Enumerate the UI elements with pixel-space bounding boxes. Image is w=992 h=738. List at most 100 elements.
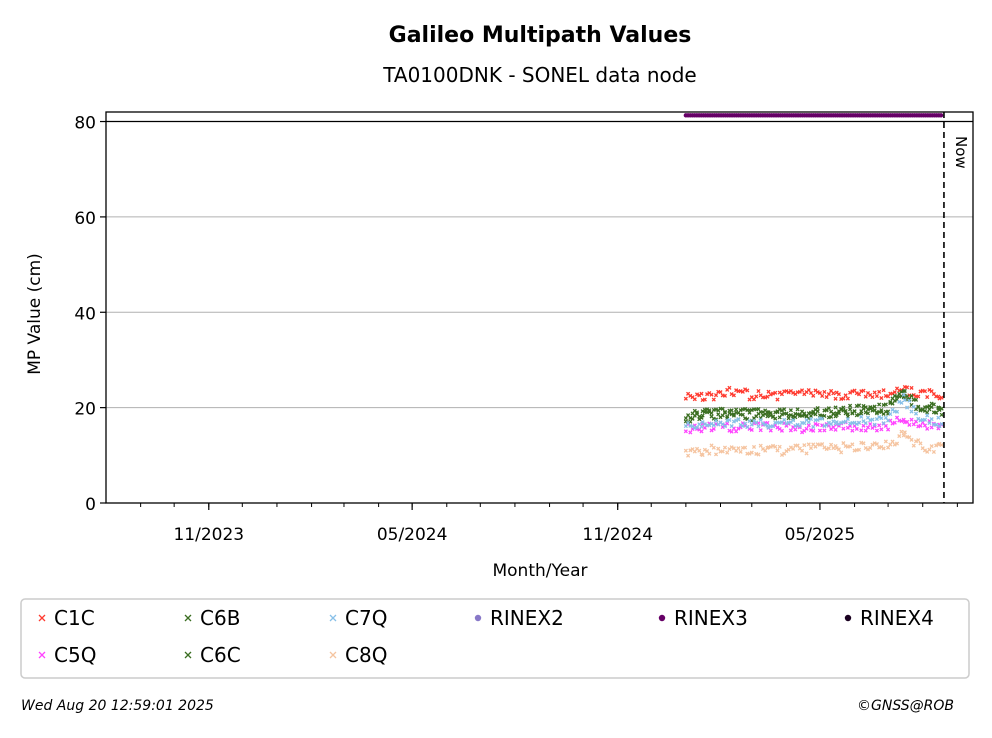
data-point bbox=[758, 443, 763, 448]
legend-item-c5q: C5Q bbox=[38, 643, 96, 667]
data-point bbox=[770, 443, 776, 448]
legend-marker bbox=[38, 651, 46, 659]
data-point bbox=[713, 407, 719, 412]
data-point bbox=[877, 414, 882, 420]
data-point bbox=[936, 426, 941, 431]
data-point bbox=[836, 447, 841, 452]
data-point bbox=[702, 422, 707, 427]
data-point bbox=[901, 433, 906, 438]
data-point bbox=[929, 405, 934, 410]
data-point bbox=[729, 429, 734, 434]
data-point bbox=[820, 442, 825, 447]
data-point bbox=[911, 397, 916, 402]
data-point bbox=[804, 426, 809, 431]
data-point bbox=[797, 423, 802, 429]
data-point bbox=[881, 388, 886, 393]
data-point bbox=[905, 405, 910, 410]
data-point bbox=[918, 423, 923, 428]
data-point bbox=[872, 422, 877, 427]
data-point bbox=[931, 421, 936, 426]
data-point bbox=[868, 445, 873, 451]
data-point bbox=[879, 395, 884, 401]
data-point bbox=[707, 409, 712, 415]
data-point bbox=[727, 428, 732, 433]
data-point bbox=[815, 422, 820, 427]
legend-label: C7Q bbox=[345, 606, 387, 630]
data-point bbox=[937, 407, 942, 412]
data-point bbox=[836, 392, 841, 397]
data-point bbox=[811, 424, 816, 429]
data-point bbox=[886, 418, 891, 423]
data-point bbox=[722, 424, 728, 429]
data-point bbox=[756, 411, 761, 416]
legend-marker bbox=[38, 614, 46, 622]
data-point bbox=[934, 422, 939, 427]
series-c1c bbox=[683, 384, 944, 403]
data-point bbox=[909, 417, 914, 422]
data-point bbox=[775, 410, 780, 415]
data-point bbox=[699, 429, 704, 434]
data-point bbox=[868, 405, 873, 410]
data-point bbox=[747, 410, 752, 415]
data-point bbox=[740, 412, 745, 417]
data-point bbox=[683, 429, 688, 434]
data-point bbox=[729, 424, 734, 429]
data-point bbox=[843, 411, 848, 416]
data-point bbox=[711, 397, 716, 402]
data-point bbox=[925, 395, 930, 400]
data-point bbox=[743, 387, 748, 392]
legend-label: C6B bbox=[200, 606, 240, 630]
data-point bbox=[909, 385, 914, 390]
data-point bbox=[939, 406, 944, 411]
data-point bbox=[874, 442, 879, 447]
data-point bbox=[791, 446, 796, 451]
data-point bbox=[694, 392, 700, 397]
legend: C1C C6B C7Q RINEX2 RINEX3 RINEX4 C5Q C6C C8Q bbox=[20, 598, 970, 679]
data-point bbox=[683, 396, 688, 401]
data-point bbox=[743, 406, 748, 411]
data-point bbox=[793, 423, 798, 428]
data-point bbox=[779, 428, 785, 433]
data-point bbox=[784, 411, 789, 416]
data-point bbox=[861, 388, 866, 393]
data-point bbox=[883, 402, 888, 407]
x-tick-label: 11/2023 bbox=[173, 525, 244, 545]
data-point bbox=[791, 418, 796, 423]
data-point bbox=[775, 397, 780, 402]
data-point bbox=[743, 445, 748, 450]
data-point bbox=[808, 446, 814, 451]
legend-marker bbox=[329, 614, 337, 622]
data-point bbox=[729, 392, 734, 397]
data-point bbox=[756, 389, 761, 394]
data-point bbox=[905, 385, 910, 390]
legend-marker bbox=[844, 614, 852, 622]
data-point bbox=[841, 396, 846, 401]
data-point bbox=[773, 416, 778, 421]
data-point bbox=[856, 420, 862, 425]
data-point bbox=[731, 419, 736, 424]
data-point bbox=[939, 442, 944, 448]
data-point bbox=[736, 446, 741, 451]
data-point bbox=[688, 430, 693, 435]
data-point bbox=[815, 405, 820, 411]
data-point bbox=[902, 388, 907, 394]
data-point bbox=[836, 421, 841, 427]
data-point bbox=[760, 413, 766, 418]
data-point bbox=[922, 405, 928, 410]
data-point bbox=[692, 397, 697, 402]
data-point bbox=[899, 400, 904, 405]
data-point bbox=[907, 398, 912, 403]
data-point bbox=[702, 447, 707, 452]
data-point bbox=[734, 388, 739, 393]
data-point bbox=[765, 394, 770, 399]
data-point bbox=[922, 417, 928, 422]
data-point bbox=[892, 420, 897, 425]
data-point bbox=[713, 393, 719, 398]
data-point bbox=[929, 444, 934, 449]
data-point bbox=[927, 404, 932, 409]
legend-item-c6c: C6C bbox=[184, 643, 241, 667]
data-point bbox=[777, 444, 782, 449]
data-point bbox=[881, 446, 886, 451]
data-point bbox=[877, 402, 882, 407]
